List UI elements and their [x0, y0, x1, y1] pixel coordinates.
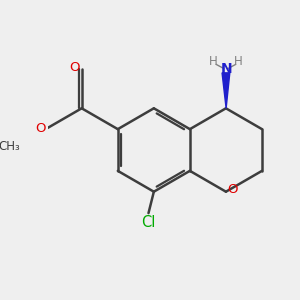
Text: H: H: [209, 55, 218, 68]
Text: H: H: [234, 55, 243, 68]
Polygon shape: [222, 73, 230, 108]
Text: O: O: [227, 183, 238, 196]
Text: O: O: [69, 61, 80, 74]
Text: Cl: Cl: [141, 215, 156, 230]
Text: CH₃: CH₃: [0, 140, 20, 153]
Text: O: O: [36, 122, 46, 135]
Text: N: N: [221, 62, 232, 76]
